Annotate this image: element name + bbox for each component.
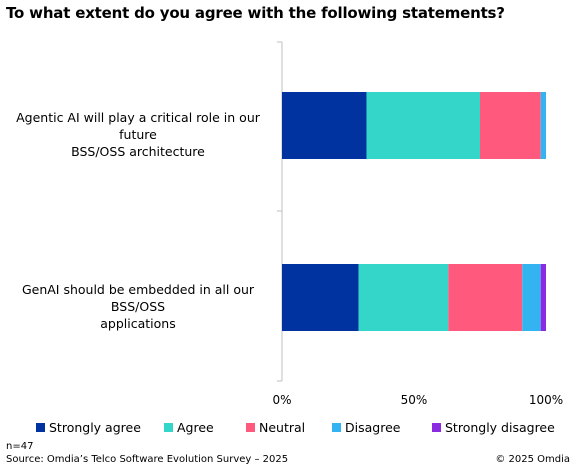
legend-swatch bbox=[164, 423, 173, 432]
legend-label: Strongly disagree bbox=[445, 420, 555, 435]
bar-1-agree bbox=[366, 92, 480, 159]
bar-2-disagree bbox=[522, 264, 541, 331]
bar-2-strongly-disagree bbox=[540, 264, 546, 331]
legend-label: Neutral bbox=[259, 420, 306, 435]
legend-item-strongly-disagree: Strongly disagree bbox=[432, 420, 555, 435]
x-tick-label-2: 100% bbox=[529, 393, 563, 407]
chart-title: To what extent do you agree with the fol… bbox=[6, 4, 505, 22]
x-tick-label-0: 0% bbox=[272, 393, 291, 407]
legend-swatch bbox=[246, 423, 255, 432]
bar-1-strongly-agree bbox=[282, 92, 367, 159]
x-tick-label-1: 50% bbox=[401, 393, 428, 407]
legend-swatch bbox=[332, 423, 341, 432]
category-label-line: GenAI should be embedded in all our BSS/… bbox=[21, 281, 255, 314]
legend-label: Agree bbox=[177, 420, 214, 435]
bar-2-agree bbox=[358, 264, 449, 331]
legend-swatch bbox=[36, 423, 45, 432]
bar-2-neutral bbox=[448, 264, 523, 331]
legend-item-disagree: Disagree bbox=[332, 420, 400, 435]
chart-legend: Strongly agree Agree Neutral Disagree Strong… bbox=[0, 420, 576, 438]
category-label-1: Agentic AI will play a critical role in … bbox=[3, 109, 273, 160]
category-label-line: applications bbox=[100, 315, 176, 331]
legend-label: Strongly agree bbox=[49, 420, 141, 435]
legend-item-agree: Agree bbox=[164, 420, 214, 435]
category-label-line: BSS/OSS architecture bbox=[71, 143, 205, 159]
bar-1-disagree bbox=[540, 92, 546, 159]
legend-label: Disagree bbox=[345, 420, 401, 435]
category-label-2: GenAI should be embedded in all our BSS/… bbox=[3, 281, 273, 332]
category-label-line: Agentic AI will play a critical role in … bbox=[16, 109, 260, 142]
legend-item-strongly-agree: Strongly agree bbox=[36, 420, 141, 435]
bar-2-strongly-agree bbox=[282, 264, 359, 331]
bar-1-neutral bbox=[480, 92, 541, 159]
sample-size-note: n=47 bbox=[6, 441, 34, 452]
source-note: Source: Omdia’s Telco Software Evolution… bbox=[6, 454, 289, 465]
legend-swatch bbox=[432, 423, 441, 432]
legend-item-neutral: Neutral bbox=[246, 420, 305, 435]
copyright-note: © 2025 Omdia bbox=[495, 454, 570, 465]
